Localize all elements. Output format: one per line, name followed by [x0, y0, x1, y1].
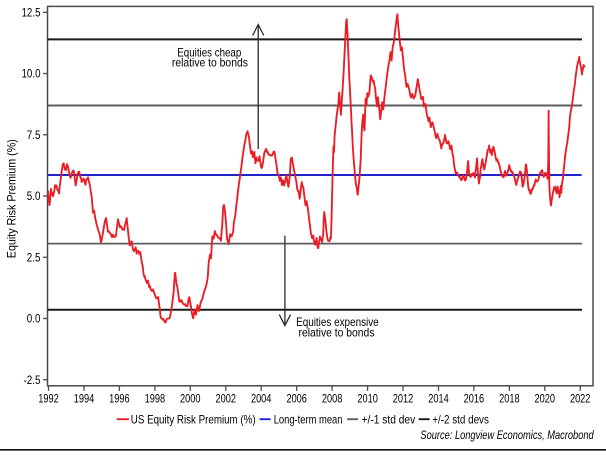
svg-text:Equities cheap: Equities cheap — [177, 45, 241, 59]
svg-text:Equities expensive: Equities expensive — [296, 315, 379, 329]
svg-text:2016: 2016 — [464, 392, 485, 406]
svg-text:Source: Longview Economics, Ma: Source: Longview Economics, Macrobond — [420, 428, 594, 442]
svg-text:2008: 2008 — [322, 392, 343, 406]
svg-text:Equity Risk Premium (%): Equity Risk Premium (%) — [4, 139, 18, 258]
svg-text:1998: 1998 — [145, 392, 166, 406]
svg-text:7.5: 7.5 — [27, 128, 41, 142]
svg-text:US Equity Risk Premium (%): US Equity Risk Premium (%) — [131, 413, 256, 427]
svg-text:Long-term mean: Long-term mean — [274, 413, 343, 427]
svg-text:+/-2 std devs: +/-2 std devs — [432, 413, 489, 427]
svg-text:1996: 1996 — [109, 392, 130, 406]
svg-text:2006: 2006 — [286, 392, 307, 406]
svg-text:2002: 2002 — [216, 392, 237, 406]
svg-text:2000: 2000 — [180, 392, 201, 406]
svg-text:2014: 2014 — [428, 392, 449, 406]
svg-text:1992: 1992 — [38, 392, 59, 406]
svg-text:+/-1 std dev: +/-1 std dev — [362, 413, 416, 427]
svg-text:2012: 2012 — [393, 392, 414, 406]
svg-text:12.5: 12.5 — [22, 6, 41, 20]
svg-text:2004: 2004 — [251, 392, 272, 406]
svg-text:2022: 2022 — [570, 392, 591, 406]
svg-text:5.0: 5.0 — [27, 189, 41, 203]
svg-text:-2.5: -2.5 — [24, 373, 41, 387]
svg-text:relative to bonds: relative to bonds — [299, 326, 375, 340]
svg-text:2020: 2020 — [535, 392, 556, 406]
svg-text:2018: 2018 — [499, 392, 520, 406]
svg-text:10.0: 10.0 — [22, 67, 41, 81]
svg-text:relative to bonds: relative to bonds — [172, 56, 248, 70]
svg-text:0.0: 0.0 — [27, 312, 41, 326]
svg-text:2010: 2010 — [357, 392, 378, 406]
svg-text:2.5: 2.5 — [27, 251, 41, 265]
svg-text:1994: 1994 — [74, 392, 95, 406]
